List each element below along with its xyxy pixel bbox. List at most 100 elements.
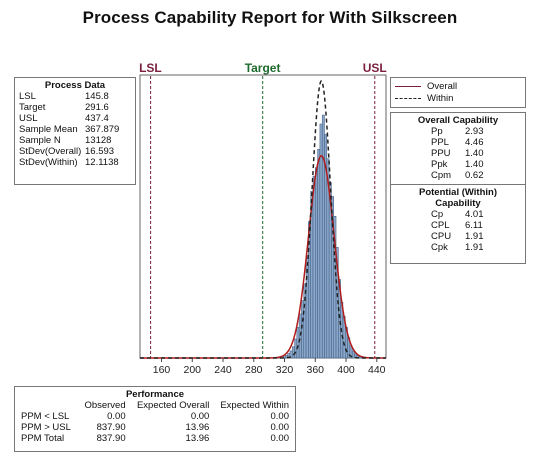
spec-lines <box>150 76 376 358</box>
process-data-row: Sample Mean 367.879 <box>19 124 131 135</box>
histogram-bar <box>303 283 307 359</box>
x-tick-label: 360 <box>307 364 325 376</box>
overall-capability-rows: Pp 2.93 PPL 4.46 PPU 1.40 Ppk 1.40 Cpm 0.62 <box>395 126 521 181</box>
within-capability-value: 6.11 <box>465 220 483 231</box>
performance-row: PPM < LSL 0.00 0.00 0.00 <box>19 411 291 422</box>
process-data-row: Sample N 13128 <box>19 135 131 146</box>
performance-row: PPM > USL 837.90 13.96 0.00 <box>19 422 291 433</box>
capability-divider <box>391 184 525 185</box>
within-curve <box>140 80 386 359</box>
performance-header: Performance <box>125 389 185 400</box>
x-tick-label: 440 <box>368 364 386 376</box>
process-data-label: StDev(Within) <box>19 157 78 168</box>
performance-col-header: Observed <box>84 400 126 411</box>
overall-capability-label: Ppk <box>431 159 448 170</box>
histogram-bar <box>296 327 300 359</box>
overall-capability-label: Cpm <box>431 170 452 181</box>
legend-item-overall: Overall <box>395 80 521 92</box>
x-tick-label: 400 <box>337 364 355 376</box>
performance-cell: 837.90 <box>96 422 126 433</box>
overall-capability-row: Ppk 1.40 <box>395 159 521 170</box>
legend: Overall Within <box>390 77 526 108</box>
performance-cell: 0.00 <box>270 422 290 433</box>
overall-capability-row: PPL 4.46 <box>395 137 521 148</box>
histogram-bar <box>312 175 316 359</box>
histogram-bar <box>351 350 355 359</box>
performance-row-label: PPM < LSL <box>21 411 70 422</box>
performance-cell: 837.90 <box>96 433 126 444</box>
performance-row-label: PPM > USL <box>21 422 71 433</box>
performance-cell: 0.00 <box>190 411 210 422</box>
process-data-row: LSL 145.8 <box>19 91 131 102</box>
overall-capability-value: 1.40 <box>465 159 484 170</box>
x-tick-label: 240 <box>214 364 232 376</box>
x-tick-label: 200 <box>184 364 202 376</box>
overall-capability-label: PPU <box>431 148 451 159</box>
histogram-bar <box>315 167 318 359</box>
performance-cell: 13.96 <box>185 422 210 433</box>
within-capability-rows: Cp 4.01 CPL 6.11 CPU 1.91 Cpk 1.91 <box>395 209 521 253</box>
process-data-rows: LSL 145.8 Target 291.6 USL 437.4 Sample Mean 36… <box>19 91 131 168</box>
x-tick-label: 320 <box>276 364 294 376</box>
within-capability-label: CPU <box>431 231 452 242</box>
process-data-label: USL <box>19 113 38 124</box>
performance-row: PPM Total 837.90 13.96 0.00 <box>19 433 291 444</box>
x-tick-label: 160 <box>153 364 171 376</box>
within-capability-row: Cp 4.01 <box>395 209 521 220</box>
process-data-value: 291.6 <box>85 102 109 113</box>
process-data-label: StDev(Overall) <box>19 146 82 157</box>
overall-capability-row: PPU 1.40 <box>395 148 521 159</box>
performance-row-label: PPM Total <box>21 433 65 444</box>
histogram-bar <box>319 123 323 359</box>
x-axis: 160 200 240 280 320 360 400 440 <box>153 358 386 376</box>
performance-table: Observed Expected Overall Expected Withi… <box>19 400 291 444</box>
process-data-value: 12.1138 <box>85 157 119 168</box>
process-data-value: 437.4 <box>85 113 109 124</box>
performance-col-header: Expected Overall <box>136 400 210 411</box>
within-capability-value: 1.91 <box>465 231 484 242</box>
legend-overall-label: Overall <box>427 80 458 92</box>
histogram-bar <box>298 313 302 359</box>
overall-capability-value: 0.62 <box>465 170 484 181</box>
overall-capability-value: 1.40 <box>465 148 484 159</box>
process-data-label: Target <box>19 102 46 113</box>
histogram-bar <box>301 300 305 359</box>
within-capability-value: 1.91 <box>465 242 484 253</box>
overall-line-swatch <box>395 85 421 87</box>
overall-capability-header: Overall Capability <box>417 115 499 126</box>
process-data-row: StDev(Overall) 16.593 <box>19 146 131 157</box>
process-data-row: USL 437.4 <box>19 113 131 124</box>
process-data-value: 13128 <box>85 135 112 146</box>
process-data-label: Sample Mean <box>19 124 78 135</box>
within-capability-value: 4.01 <box>465 209 484 220</box>
within-capability-header: Potential (Within) Capability <box>418 187 497 209</box>
within-capability-row: Cpk 1.91 <box>395 242 521 253</box>
chart-title: Process Capability Report for With Silks… <box>82 8 458 27</box>
process-data-value: 16.593 <box>85 146 115 157</box>
process-data-row: Target 291.6 <box>19 102 131 113</box>
histogram-bar <box>317 148 321 359</box>
process-data-value: 145.8 <box>85 91 109 102</box>
overall-capability-value: 2.93 <box>465 126 484 137</box>
performance-header-row: Observed Expected Overall Expected Withi… <box>19 400 291 411</box>
performance-panel: Performance Observed Expected Overall Ex… <box>14 386 296 452</box>
performance-cell: 0.00 <box>270 411 290 422</box>
histogram-bars <box>282 114 364 359</box>
process-data-label: Sample N <box>19 135 61 146</box>
performance-corner <box>19 400 78 411</box>
histogram-bar <box>291 346 295 359</box>
lsl-label: LSL <box>139 61 162 75</box>
process-data-header: Process Data <box>44 80 106 91</box>
within-capability-row: CPU 1.91 <box>395 231 521 242</box>
within-line-swatch <box>395 97 421 99</box>
process-data-label: LSL <box>19 91 36 102</box>
process-data-row: StDev(Within) 12.1138 <box>19 157 131 168</box>
overall-capability-label: Pp <box>431 126 443 137</box>
overall-capability-row: Cpm 0.62 <box>395 170 521 181</box>
performance-cell: 0.00 <box>270 433 290 444</box>
usl-label: USL <box>362 61 387 75</box>
target-label: Target <box>244 61 281 75</box>
performance-cell: 0.00 <box>107 411 126 422</box>
overall-capability-value: 4.46 <box>465 137 484 148</box>
